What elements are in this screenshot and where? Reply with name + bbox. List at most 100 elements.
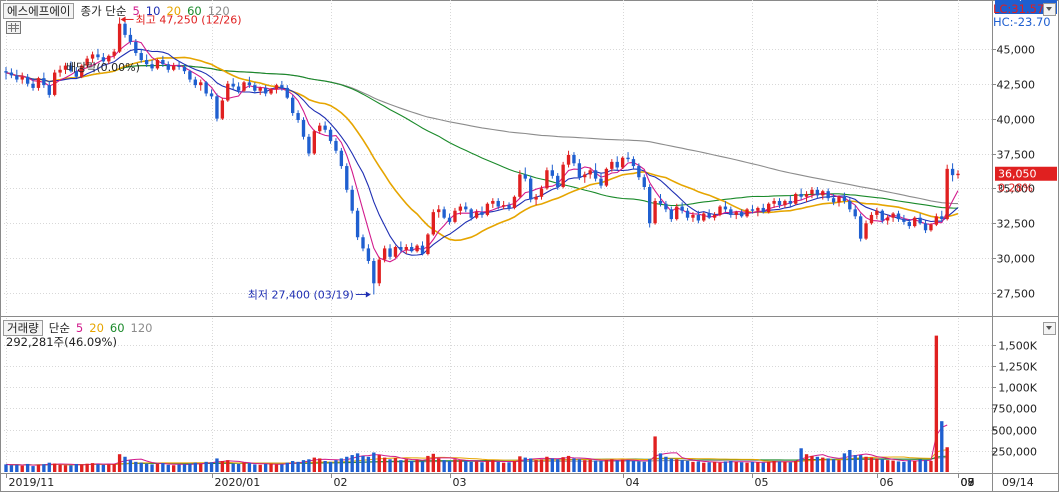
volume-ma-period-5[interactable]: 5 [75, 321, 84, 335]
volume-bar [669, 458, 673, 472]
volume-bar [188, 463, 192, 472]
volume-ma-period-60[interactable]: 60 [109, 321, 125, 335]
volume-bar [280, 464, 284, 472]
grid-table-icon[interactable] [6, 21, 21, 34]
candle [853, 209, 857, 217]
candle [712, 214, 717, 218]
volume-bar [491, 460, 495, 472]
volume-bar [507, 462, 511, 472]
volume-bar [31, 466, 35, 472]
volume-bar [220, 460, 225, 472]
candle [323, 125, 327, 130]
price-ma-5-line [5, 40, 959, 263]
price-ma-120-line [5, 64, 959, 205]
volume-panel-collapse-button[interactable] [1043, 322, 1056, 335]
candle [950, 168, 955, 176]
volume-bar [691, 461, 695, 472]
volume-bar [474, 461, 479, 472]
volume-bar [831, 459, 836, 472]
price-ma-period-20[interactable]: 20 [166, 4, 182, 18]
volume-bar [464, 460, 468, 472]
volume-bar [307, 459, 311, 472]
candle [366, 248, 371, 261]
volume-bar [204, 461, 208, 472]
volume-bar [610, 459, 614, 472]
candle [723, 206, 728, 210]
candle [128, 34, 133, 42]
candle [496, 200, 500, 207]
volume-bar [139, 462, 143, 472]
candle [745, 209, 749, 217]
volume-title-chip[interactable]: 거래량 [3, 320, 43, 336]
candle [891, 213, 895, 218]
volume-ma-period-20[interactable]: 20 [89, 321, 104, 335]
volume-bar [274, 464, 279, 472]
volume-bar [388, 459, 392, 472]
candle [945, 168, 949, 220]
candle [58, 69, 62, 73]
price-ma-period-120[interactable]: 120 [207, 4, 230, 18]
candle [518, 174, 522, 197]
candle [696, 214, 701, 221]
volume-bar [794, 460, 798, 472]
price-ma-period-10[interactable]: 10 [145, 4, 161, 18]
stock-name-chip[interactable]: 에스에프에이 [3, 3, 75, 19]
volume-bar [253, 464, 257, 472]
candle [529, 178, 533, 200]
candle [307, 136, 311, 154]
x-tick-label: 08 [961, 476, 975, 489]
volume-bar [864, 456, 868, 472]
candle [328, 129, 333, 141]
candle [47, 85, 51, 95]
candle [355, 210, 360, 238]
volume-bar [539, 459, 544, 472]
volume-bar [101, 464, 106, 472]
x-tick-label: 2020/01 [215, 476, 261, 489]
volume-bar [761, 462, 765, 472]
candle [875, 210, 879, 215]
volume-bar [9, 465, 14, 472]
candle [599, 178, 603, 186]
price-ma-period-5[interactable]: 5 [132, 4, 140, 18]
price-panel-collapse-button[interactable] [1043, 3, 1056, 16]
volume-bar [36, 464, 41, 472]
candle [556, 175, 560, 188]
volume-panel-legend: 거래량 단순 5 20 60 120 [3, 320, 152, 336]
volume-bar [593, 460, 598, 472]
candle [117, 23, 122, 52]
volume-bar [648, 459, 652, 472]
volume-bar [263, 463, 268, 472]
candle [783, 200, 787, 206]
volume-bar [512, 460, 517, 472]
candle [880, 210, 884, 221]
volume-bar [848, 449, 852, 472]
volume-ma-period-120[interactable]: 120 [130, 321, 153, 335]
candle [620, 157, 625, 168]
candle [69, 65, 73, 72]
candle [269, 89, 273, 94]
volume-bar [485, 460, 490, 472]
price-ma-period-60[interactable]: 60 [187, 4, 202, 18]
candle [134, 41, 138, 54]
candle [464, 206, 468, 210]
volume-bar [712, 461, 717, 472]
candle [318, 125, 322, 132]
rate-annotation: 배당락(0.00%) [66, 61, 140, 74]
volume-bar [934, 335, 939, 472]
candle [469, 209, 473, 218]
price-tick-label: 35,000 [997, 183, 1036, 196]
candle [572, 154, 576, 164]
candle [301, 120, 306, 137]
volume-bar [442, 460, 446, 472]
volume-tick-label: 750,000 [992, 403, 1038, 416]
volume-bar [529, 458, 533, 472]
candle [361, 237, 365, 249]
candle [36, 78, 41, 88]
candle [664, 203, 668, 210]
volume-bar [777, 461, 782, 472]
candle [420, 245, 425, 254]
volume-bar [545, 456, 549, 472]
volume-bar [453, 459, 457, 472]
volume-bar [399, 460, 403, 472]
